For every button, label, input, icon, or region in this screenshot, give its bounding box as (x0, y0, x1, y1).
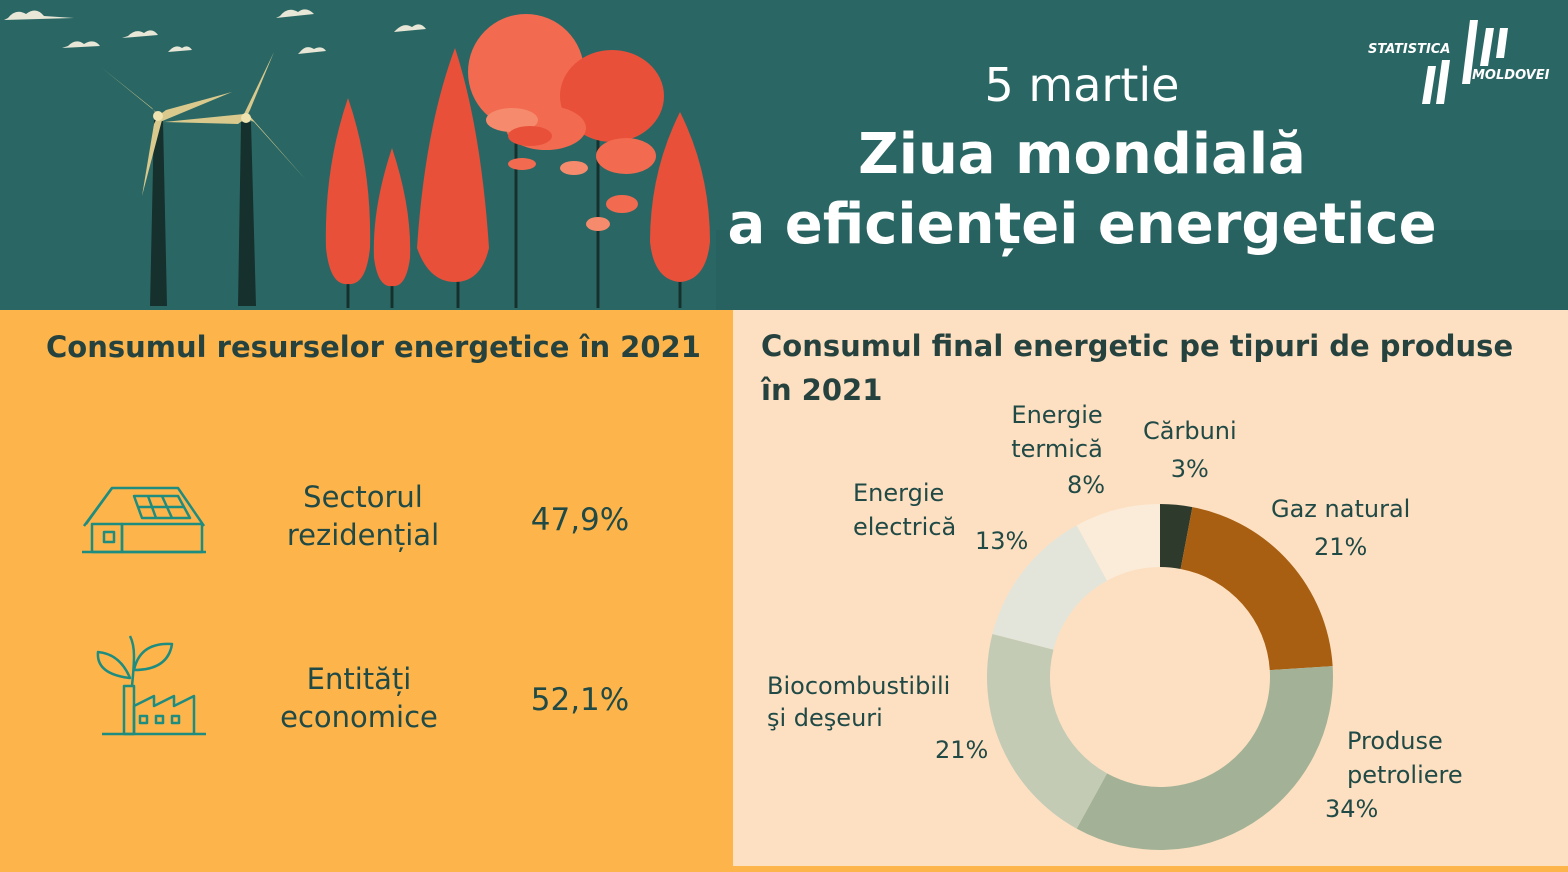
slice-name-carbuni: Cărbuni (1143, 417, 1237, 445)
residential-label: Sectorul rezidențial (248, 478, 478, 554)
tree-round-cluster (468, 14, 664, 308)
tree-left-1 (325, 98, 371, 308)
cloud-6 (298, 47, 326, 54)
factory-plant-icon (96, 635, 206, 736)
slice-label-energie-electrica: Energie electrică (853, 476, 956, 544)
cloud-7 (168, 46, 192, 52)
cloud-5 (394, 24, 426, 32)
slice-value-produse-petroliere: 34% (1325, 795, 1379, 823)
cloud-1 (4, 10, 74, 20)
slice-value-biocombustibili: 21% (935, 736, 989, 764)
wind-turbine-2 (164, 52, 306, 306)
slice-name-biocombustibili-line1: Biocombustibili (767, 672, 951, 700)
slice-name-energie-electrica-line2: electrică (853, 513, 957, 541)
donut-slice-1 (1180, 507, 1333, 671)
hero-banner: STATISTICA MOLDOVEI 5 martie Ziua mondia… (0, 0, 1568, 310)
tree-tall (417, 48, 489, 308)
residential-label-line1: Sectorul (303, 480, 423, 514)
page-title-line1: Ziua mondială (858, 122, 1306, 187)
slice-name-energie-termica-line2: termică (1011, 435, 1103, 463)
statistica-moldovei-logo-mark (1422, 20, 1508, 104)
logo[interactable]: STATISTICA MOLDOVEI (1366, 18, 1562, 108)
logo-text-bottom: MOLDOVEI (1472, 68, 1550, 83)
economic-value: 52,1% (530, 682, 630, 718)
chart-title: Consumul final energetic pe tipuri de pr… (761, 329, 1514, 407)
slice-name-produse-petroliere-line2: petroliere (1347, 761, 1463, 789)
slice-name-produse-petroliere-line1: Produse (1347, 727, 1443, 755)
slice-name-energie-termica-line1: Energie (1011, 401, 1103, 429)
title-panel (716, 230, 1568, 310)
cloud-4 (276, 9, 314, 18)
slice-value-carbuni: 3% (1170, 455, 1209, 483)
final-consumption-panel: Consumul final energetic pe tipuri de pr… (733, 310, 1568, 866)
donut-slice-5 (1076, 504, 1160, 581)
tree-left-2 (373, 148, 411, 308)
event-date: 5 martie (984, 58, 1180, 112)
cloud-3 (122, 30, 158, 38)
donut-chart (987, 504, 1333, 850)
slice-label-biocombustibili: Biocombustibili şi deşeuri 21% (767, 670, 988, 766)
slice-value-energie-termica: 8% (1067, 471, 1106, 499)
slice-name-energie-electrica-line1: Energie (853, 479, 945, 507)
logo-text-top: STATISTICA (1368, 42, 1451, 57)
resources-title: Consumul resurselor energetice în 2021 (46, 330, 701, 364)
residential-value: 47,9% (530, 502, 630, 538)
tree-right (650, 112, 710, 308)
donut-slice-4 (992, 525, 1108, 650)
hero-illustration (4, 9, 1568, 310)
slice-label-carbuni: Cărbuni 3% (1143, 414, 1237, 486)
donut-slice-0 (1160, 504, 1193, 569)
slice-label-energie-termica: Energie termică 8% (1009, 398, 1105, 502)
slice-label-gaz-natural: Gaz natural 21% (1271, 492, 1410, 564)
donut-slice-3 (987, 633, 1108, 829)
wind-turbine-1 (102, 68, 232, 306)
page-title-line2: a eficienței energetice (727, 192, 1437, 257)
economic-label: Entități economice (244, 660, 474, 736)
donut-slice-2 (1076, 666, 1333, 850)
economic-label-line1: Entități (306, 662, 412, 696)
slice-value-gaz-natural: 21% (1313, 533, 1368, 561)
cloud-2 (62, 41, 100, 48)
slice-label-produse-petroliere: Produse petroliere 34% (1325, 724, 1463, 826)
slice-name-biocombustibili-line2: şi deşeuri (767, 704, 883, 732)
resources-panel: Consumul resurselor energetice în 2021 S… (0, 310, 732, 872)
residential-label-line2: rezidențial (286, 518, 440, 552)
slice-value-energie-electrica: 13% (975, 527, 1029, 555)
slice-name-gaz-natural: Gaz natural (1271, 495, 1411, 523)
house-solar-panel-icon (82, 486, 206, 554)
economic-label-line2: economice (280, 700, 438, 734)
